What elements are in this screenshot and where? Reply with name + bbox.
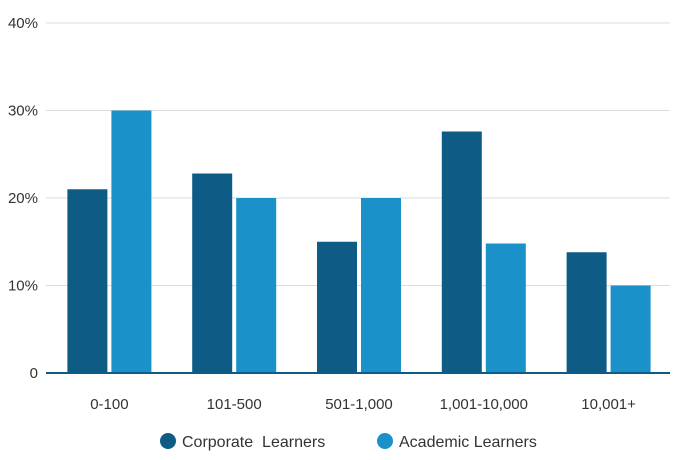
bar-corporate — [192, 173, 233, 373]
x-tick-label: 10,001+ — [581, 396, 636, 413]
legend: Corporate Learners Academic Learners — [160, 433, 537, 451]
x-tick-label: 101-500 — [207, 396, 262, 413]
x-tick-label: 0-100 — [90, 396, 128, 413]
bar-corporate — [67, 189, 108, 373]
bar-academic — [485, 243, 526, 373]
bar-academic — [236, 198, 277, 373]
y-tick-label: 40% — [8, 15, 38, 32]
y-tick-label: 0 — [30, 365, 38, 382]
legend-swatch — [377, 433, 393, 449]
y-tick-label: 10% — [8, 278, 38, 295]
y-tick-label: 20% — [8, 190, 38, 207]
y-tick-label: 30% — [8, 103, 38, 120]
bars — [67, 110, 651, 373]
bar-academic — [610, 285, 651, 373]
bar-academic — [111, 110, 152, 373]
legend-label: Academic Learners — [399, 434, 537, 451]
legend-swatch — [160, 433, 176, 449]
bar-corporate — [441, 131, 482, 373]
bar-academic — [361, 198, 401, 373]
x-tick-label: 1,001-10,000 — [440, 396, 528, 413]
x-axis-ticks: 0-100 101-500 501-1,000 1,001-10,000 10,001+ — [90, 396, 636, 413]
y-axis-ticks: 0 10% 20% 30% 40% — [8, 15, 38, 382]
x-tick-label: 501-1,000 — [325, 396, 393, 413]
bar-corporate — [317, 241, 357, 373]
bar-corporate — [566, 252, 607, 373]
legend-label: Corporate Learners — [182, 434, 325, 451]
